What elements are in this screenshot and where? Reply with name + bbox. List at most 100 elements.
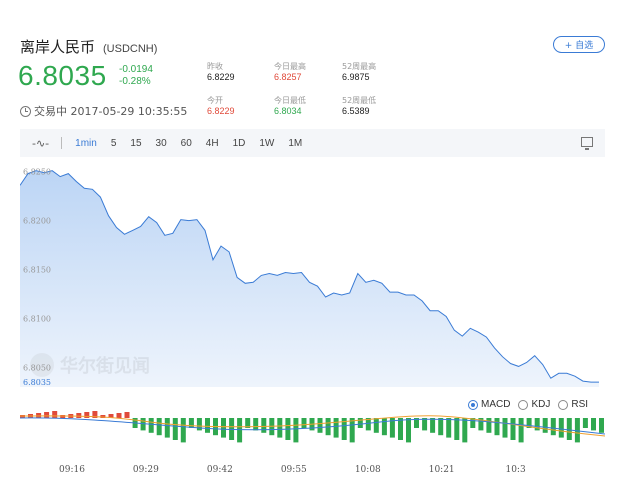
indicator-macd[interactable]: MACD [468,399,510,410]
macd-bar [398,418,403,440]
interval-1m[interactable]: 1M [288,137,303,149]
stat-prev-close: 昨收 6.8229 [207,61,235,83]
y-tick-label: 6.8200 [23,217,51,226]
stat-label: 今日最高 [274,62,306,71]
macd-panel[interactable] [20,410,605,446]
macd-bar [406,418,411,443]
indicator-rsi[interactable]: RSI [558,399,588,410]
indicator-wave-icon[interactable]: -∿- [32,136,50,150]
macd-bar [100,415,106,418]
add-to-watchlist-button[interactable]: + 自选 [553,36,605,53]
dea-line [20,417,605,435]
x-tick-label: 09:16 [59,465,85,475]
interval-1w[interactable]: 1W [259,137,275,149]
x-axis: 09:16 09:29 09:42 09:55 10:08 10:21 10:3 [0,465,630,479]
macd-bar [60,415,66,418]
last-price: 6.8035 [18,60,107,91]
macd-bar [221,418,226,438]
macd-bar [172,418,178,440]
price-line [20,170,599,383]
stat-value: 6.9875 [342,72,370,82]
stat-label: 52周最低 [342,96,377,105]
stat-label: 今日最低 [274,96,306,105]
macd-bar [124,412,130,418]
interval-4h[interactable]: 4H [205,137,219,149]
macd-bar [534,418,540,431]
macd-bar [510,418,516,440]
macd-bar [148,418,154,433]
macd-bar [470,418,476,428]
price-chart[interactable]: 6.8250 6.8200 6.8150 6.8100 6.8050 6.8035 [20,157,605,387]
macd-bar [389,418,395,438]
macd-bar [574,418,580,443]
stat-value: 6.5389 [342,106,370,116]
macd-bar [558,418,564,438]
toolbar-divider [61,137,63,149]
indicator-selector: MACD KDJ RSI [468,399,588,410]
interval-15[interactable]: 15 [130,137,142,149]
y-tick-label: 6.8250 [23,168,51,177]
stat-label: 今开 [207,96,223,105]
stat-value: 6.8229 [207,72,235,82]
fullscreen-icon[interactable] [581,137,593,150]
macd-bar [116,413,122,418]
macd-bar [196,418,202,431]
interval-5[interactable]: 5 [110,137,117,149]
y-tick-label: 6.8100 [23,314,51,323]
macd-bar [518,418,524,443]
macd-bar [582,418,588,428]
macd-bar [20,415,25,418]
y-tick-label: 6.8150 [23,266,51,275]
macd-bar [156,418,162,436]
interval-1min[interactable]: 1min [75,137,97,149]
interval-60[interactable]: 60 [180,137,192,149]
macd-bar [454,418,460,440]
macd-bar [381,418,387,436]
macd-bar [414,418,419,428]
clock-icon [20,105,31,117]
macd-bar [84,412,90,418]
stat-value: 6.8034 [274,106,302,116]
macd-bar [478,418,484,431]
macd-bar [333,418,339,438]
macd-bar [566,418,572,440]
macd-bar [261,418,267,433]
macd-bar [438,418,444,436]
macd-bar [44,412,50,418]
instrument-title: 离岸人民币 (USDCNH) [20,36,157,57]
change-value: -0.0194 [119,64,153,75]
radio-icon [558,399,569,410]
stat-label: 52周最高 [342,62,377,71]
stat-day-low: 今日最低 6.8034 [274,95,306,117]
stat-day-high: 今日最高 6.8257 [274,61,306,83]
macd-bar [180,418,186,443]
macd-bar [108,414,114,418]
macd-bar [550,418,556,436]
macd-bar [373,418,379,433]
macd-bar [349,418,355,443]
macd-bar [422,418,428,431]
macd-bar [430,418,436,433]
dif-line [20,415,605,437]
interval-1d[interactable]: 1D [232,137,246,149]
macd-bar [277,418,283,438]
x-tick-label: 09:55 [280,465,307,475]
price-change: -0.0194 -0.28% [119,64,153,88]
radio-selected-icon [468,399,478,410]
change-percent: -0.28% [119,76,151,87]
x-tick-label: 10:08 [354,465,381,475]
price-area [20,170,599,387]
x-tick-label: 09:29 [132,465,159,475]
x-tick-label: 10:3 [505,465,526,475]
stat-open: 今开 6.8229 [207,95,235,117]
instrument-name: 离岸人民币 [20,38,96,56]
indicator-kdj[interactable]: KDJ [518,399,550,410]
stat-value: 6.8257 [274,72,302,82]
last-price-label: 6.8035 [23,378,51,387]
interval-30[interactable]: 30 [155,137,167,149]
macd-bar [357,418,363,428]
macd-bar [526,418,532,428]
macd-bar [301,418,307,428]
macd-bar [92,411,98,418]
watermark-text: 华尔街见闻 [60,356,150,377]
